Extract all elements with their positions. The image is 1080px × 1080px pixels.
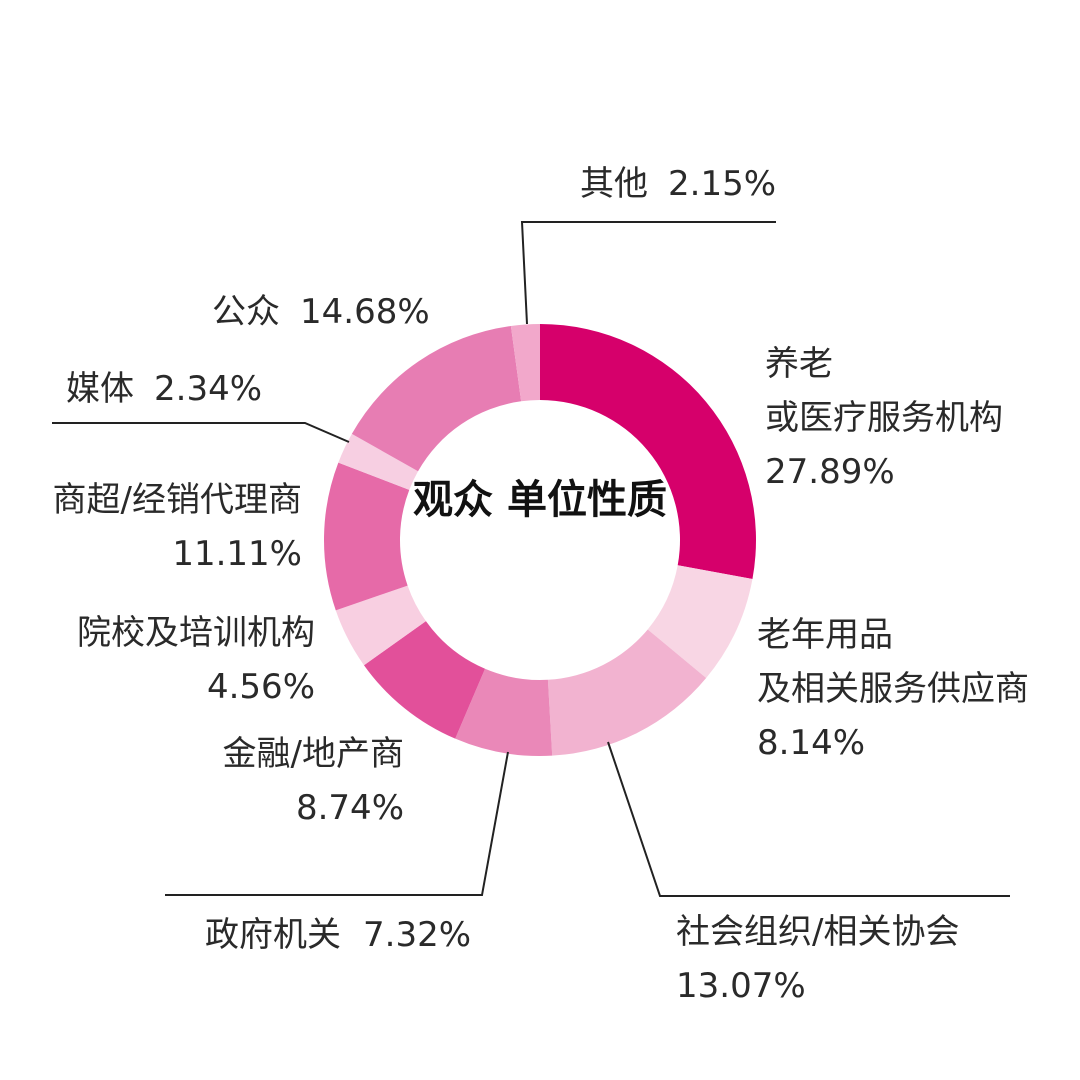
slice-value-label: 13.07% (676, 966, 806, 1006)
donut-slice (363, 621, 486, 739)
slice-value-label: 2.34% (154, 369, 263, 409)
slice-label-line: 公众 (212, 292, 280, 332)
slice-value-label: 14.68% (300, 292, 430, 332)
slice-label-line: 老年用品 (757, 615, 893, 655)
slice-label-line: 或医疗服务机构 (765, 398, 1003, 438)
slice-label-line: 政府机关 (205, 915, 341, 955)
donut-slice (540, 324, 756, 580)
slice-label-elderly-care: 养老 或医疗服务机构 27.89% (765, 337, 1003, 499)
slice-label-government: 政府机关 7.32% (205, 908, 471, 962)
slice-value-label: 8.14% (757, 723, 866, 763)
slice-label-line: 院校及培训机构 (77, 613, 315, 653)
leader-line (520, 221, 776, 325)
leader-line (165, 751, 509, 896)
slice-value-label: 8.74% (295, 788, 404, 828)
slice-label-social-orgs: 社会组织/相关协会 13.07% (676, 905, 959, 1013)
slice-label-line: 金融/地产商 (222, 734, 404, 774)
donut-slice (455, 668, 553, 756)
slice-label-finance: 金融/地产商 8.74% (223, 727, 404, 835)
chart-title-line-1: 观众 (413, 477, 494, 523)
slice-label-elderly-products: 老年用品 及相关服务供应商 8.14% (757, 608, 1029, 770)
slice-label-other: 其他 2.15% (580, 157, 776, 211)
slice-value-label: 11.11% (172, 534, 302, 574)
slice-label-public: 公众 14.68% (212, 285, 430, 339)
slice-value-label: 7.32% (363, 915, 472, 955)
slice-value-label: 4.56% (206, 667, 315, 707)
slice-value-label: 27.89% (765, 452, 895, 492)
donut-slice (338, 433, 419, 490)
donut-slice (323, 462, 410, 611)
donut-slice (351, 325, 522, 472)
slice-label-media: 媒体 2.34% (66, 362, 262, 416)
leader-line (52, 422, 350, 443)
slice-label-line: 及相关服务供应商 (757, 669, 1029, 709)
slice-label-line: 媒体 (66, 369, 134, 409)
leader-line (607, 741, 1010, 897)
chart-title-line-2: 单位性质 (506, 477, 667, 523)
slice-label-line: 社会组织/相关协会 (676, 912, 960, 952)
slice-label-schools: 院校及培训机构 4.56% (77, 606, 315, 714)
donut-slices (323, 324, 756, 756)
chart-title: 观众 单位性质 (400, 470, 680, 530)
slice-label-line: 其他 (580, 164, 648, 204)
donut-slice (335, 585, 426, 666)
slice-value-label: 2.15% (668, 164, 777, 204)
donut-slice (547, 629, 707, 756)
slice-label-line: 养老 (765, 344, 833, 384)
leader-lines (52, 221, 1010, 897)
slice-label-retail: 商超/经销代理商 11.11% (53, 473, 302, 581)
donut-slice (647, 565, 753, 678)
slice-label-line: 商超/经销代理商 (52, 480, 302, 520)
donut-slice (510, 324, 540, 402)
